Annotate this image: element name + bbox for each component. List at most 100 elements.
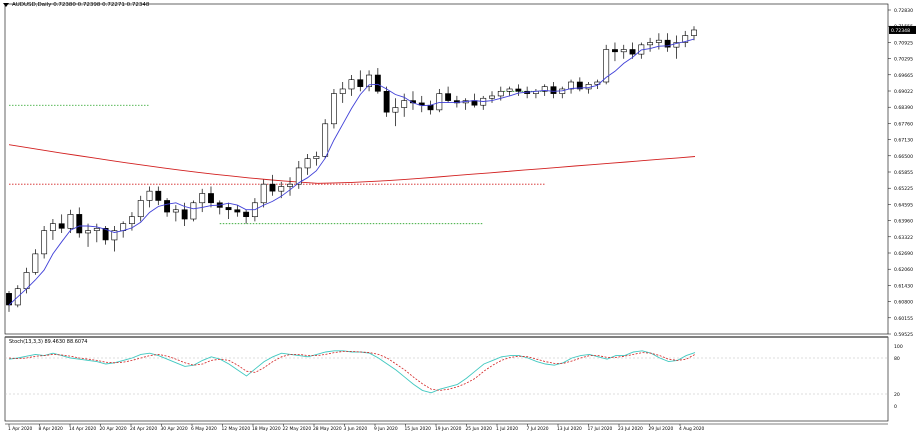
candle	[58, 223, 65, 229]
x-tick-label: 18 May 2020	[252, 426, 281, 432]
candle	[260, 183, 267, 204]
candle	[603, 49, 610, 83]
x-tick-label: 8 Apr 2020	[39, 426, 64, 432]
candle	[392, 107, 399, 113]
candle	[243, 211, 250, 218]
y-tick-label: 0.67760	[894, 121, 913, 127]
candle	[339, 88, 346, 94]
y-tick-label: 0.72830	[894, 8, 913, 14]
candle	[374, 74, 381, 92]
candle	[655, 39, 662, 43]
x-tick-label: 1 Jul 2020	[496, 426, 518, 432]
candle	[620, 49, 627, 53]
x-tick-label: 25 Jun 2020	[466, 426, 493, 432]
y-tick-label: 0.67130	[894, 138, 913, 144]
y-tick-label: 0.65855	[894, 170, 913, 176]
chart-title: AUDUSD,Daily 0.72380 0.72398 0.72271 0.7…	[3, 2, 149, 8]
x-tick-label: 23 Jul 2020	[618, 426, 643, 432]
candle	[199, 193, 206, 204]
x-tick-label: 15 Jun 2020	[405, 426, 432, 432]
candle	[612, 49, 618, 53]
x-tick-label: 22 May 2020	[283, 426, 312, 432]
stoch-level-label: 20	[894, 392, 900, 398]
candle	[489, 95, 495, 99]
candle	[304, 158, 311, 169]
y-tick-label: 0.63322	[894, 235, 913, 241]
x-tick-label: 17 Jul 2020	[588, 426, 613, 432]
y-tick-label: 0.65225	[894, 186, 913, 192]
y-tick-label: 0.61430	[894, 283, 913, 289]
candle	[471, 100, 478, 106]
candle	[137, 200, 144, 218]
candle	[322, 123, 329, 157]
candle	[348, 79, 355, 90]
y-tick-label: 0.62690	[894, 251, 913, 257]
candle	[181, 209, 188, 220]
y-tick-label: 0.69665	[894, 73, 913, 79]
fast-moving-average	[8, 38, 695, 306]
y-tick-label: 0.60155	[894, 316, 913, 322]
y-tick-label: 0.63960	[894, 219, 913, 225]
x-tick-label: 30 Apr 2020	[161, 426, 188, 432]
triangle-down-icon	[3, 2, 9, 7]
x-tick-label: 1 Apr 2020	[8, 426, 33, 432]
candle	[331, 93, 337, 125]
y-tick-label: 0.62060	[894, 267, 913, 273]
x-tick-label: 24 Apr 2020	[130, 426, 157, 432]
candle	[585, 84, 592, 90]
candle	[673, 42, 680, 48]
candle	[85, 230, 91, 234]
candle	[682, 35, 689, 43]
x-tick-label: 4 Aug 2020	[679, 426, 705, 432]
candle	[208, 193, 214, 204]
y-tick-label: 0.70295	[894, 57, 913, 63]
candle	[401, 100, 408, 108]
candle	[155, 190, 162, 201]
candle	[76, 214, 83, 234]
candle	[287, 183, 293, 187]
candle	[129, 216, 135, 224]
x-tick-label: 9 Jun 2020	[374, 426, 398, 432]
stoch-level-label: 100	[894, 344, 903, 350]
x-tick-label: 14 Apr 2020	[69, 426, 96, 432]
candle	[102, 228, 109, 241]
candle	[427, 104, 434, 111]
candle	[664, 39, 671, 48]
candle	[541, 86, 548, 92]
stoch-signal-line	[8, 350, 696, 391]
candle	[41, 230, 48, 255]
stoch-title: Stoch(13,3,3) 89.4630 88.6074	[9, 339, 88, 345]
candle	[32, 253, 39, 273]
candle	[550, 86, 557, 94]
stoch-level-label: 80	[894, 356, 900, 362]
stoch-panel-frame	[4, 336, 889, 422]
candle	[629, 49, 636, 55]
candle	[357, 79, 364, 87]
x-tick-label: 6 May 2020	[191, 426, 217, 432]
y-tick-label: 0.59525	[894, 332, 913, 338]
candle	[93, 228, 100, 231]
candle	[225, 207, 232, 211]
candle	[497, 90, 504, 97]
x-tick-label: 28 May 2020	[313, 426, 342, 432]
candle	[234, 209, 241, 213]
candle	[445, 93, 452, 101]
x-tick-label: 19 Jun 2020	[435, 426, 462, 432]
slow-moving-average	[8, 144, 696, 184]
x-tick-label: 20 Apr 2020	[100, 426, 127, 432]
candle	[146, 190, 153, 201]
candle	[269, 183, 276, 192]
y-tick-label: 0.64595	[894, 202, 913, 208]
current-price-label: 0.72348	[891, 28, 910, 34]
candle	[49, 223, 56, 231]
main-panel-frame	[4, 3, 889, 335]
x-tick-label: 29 Jul 2020	[649, 426, 674, 432]
candle	[647, 42, 654, 46]
y-tick-label: 0.66500	[894, 154, 913, 160]
stoch-level-label: 0	[894, 404, 897, 410]
x-tick-label: 7 Jul 2020	[527, 426, 549, 432]
candle	[278, 186, 285, 192]
x-tick-label: 13 Jul 2020	[557, 426, 582, 432]
